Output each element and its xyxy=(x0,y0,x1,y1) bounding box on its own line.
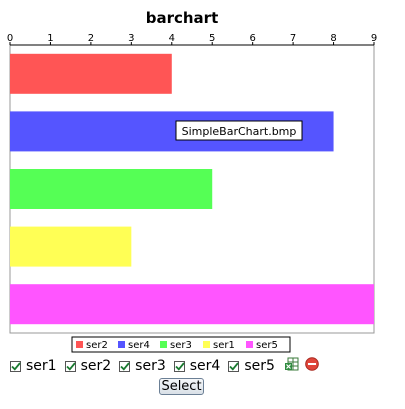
bar-ser3 xyxy=(10,169,213,209)
legend-box xyxy=(71,336,291,353)
legend-label-ser5: ser5 xyxy=(256,340,278,351)
x-tick-label: 2 xyxy=(88,33,94,44)
legend-swatch-ser4 xyxy=(118,341,125,348)
checkbox-ser2[interactable]: ser2 xyxy=(64,358,112,374)
checkbox-label: ser1 xyxy=(26,358,57,374)
checkbox-box[interactable] xyxy=(64,360,76,372)
legend-label-ser4: ser4 xyxy=(128,340,150,351)
legend-swatch-ser2 xyxy=(76,341,83,348)
checkbox-label: ser2 xyxy=(80,358,112,374)
x-tick-label: 6 xyxy=(249,33,255,44)
checkbox-box[interactable] xyxy=(10,360,21,372)
series-controls: ser1 ser2 ser3 ser4 ser5 xyxy=(10,355,323,377)
remove-icon[interactable] xyxy=(305,357,319,375)
x-tick-label: 4 xyxy=(169,33,175,44)
legend-swatch-ser5 xyxy=(246,341,253,348)
x-tick-label: 3 xyxy=(128,33,134,44)
checkmark-icon xyxy=(120,361,130,371)
bars-group xyxy=(10,53,374,325)
tooltip-text: SimpleBarChart.bmp xyxy=(182,125,297,138)
checkmark-icon xyxy=(11,361,21,371)
checkbox-ser1[interactable]: ser1 xyxy=(10,358,57,374)
checkbox-label: ser4 xyxy=(189,358,221,374)
legend-label-ser2: ser2 xyxy=(86,340,108,351)
checkmark-icon xyxy=(175,361,185,371)
checkmark-icon xyxy=(229,361,240,371)
legend-label-ser1: ser1 xyxy=(213,340,235,351)
checkbox-ser3[interactable]: ser3 xyxy=(119,358,166,374)
bar-ser5 xyxy=(10,284,374,325)
spreadsheet-icon[interactable] xyxy=(284,357,299,375)
legend-swatch-ser3 xyxy=(160,341,167,348)
bar-ser1 xyxy=(10,226,132,267)
tooltip: SimpleBarChart.bmp xyxy=(175,120,303,141)
checkbox-ser5[interactable]: ser5 xyxy=(228,358,275,374)
checkbox-ser4[interactable]: ser4 xyxy=(173,358,221,374)
chart-title: barchart xyxy=(146,9,219,27)
checkbox-label: ser3 xyxy=(135,358,166,374)
tooltip-box xyxy=(175,120,303,141)
legend-label-ser3: ser3 xyxy=(170,340,192,351)
x-axis: 0 1 2 3 4 5 6 7 8 9 xyxy=(7,33,377,46)
bar-ser2 xyxy=(10,53,172,94)
select-button[interactable]: Select xyxy=(159,378,204,395)
x-tick-label: 5 xyxy=(209,33,215,44)
legend: ser2 ser4 ser3 ser1 ser5 xyxy=(71,336,291,353)
checkbox-box[interactable] xyxy=(228,360,240,372)
legend-swatch-ser1 xyxy=(203,341,210,348)
checkmark-icon xyxy=(65,361,76,371)
checkbox-box[interactable] xyxy=(119,360,131,372)
series-checkbox-group: ser1 ser2 ser3 ser4 ser5 xyxy=(10,358,283,374)
bar-chart: barchart 0 1 2 3 4 5 6 7 8 9 SimpleBarChart.bmp s… xyxy=(7,9,377,353)
x-tick-label: 8 xyxy=(330,33,336,44)
x-tick-label: 9 xyxy=(371,33,377,44)
x-tick-label: 1 xyxy=(47,33,53,44)
x-tick-label: 0 xyxy=(7,33,13,44)
checkbox-box[interactable] xyxy=(173,360,185,372)
x-tick-label: 7 xyxy=(290,33,296,44)
checkbox-label: ser5 xyxy=(244,358,275,374)
